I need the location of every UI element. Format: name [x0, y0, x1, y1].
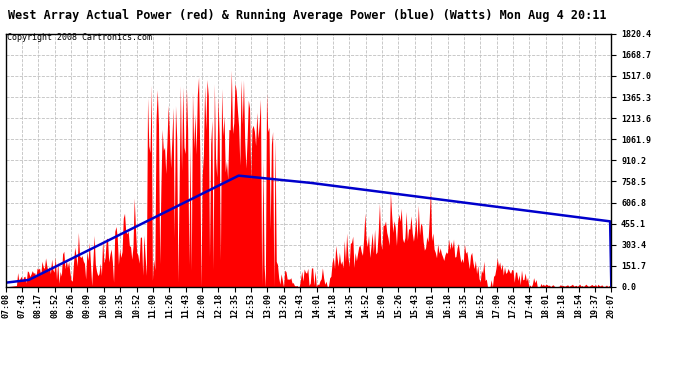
Text: Copyright 2008 Cartronics.com: Copyright 2008 Cartronics.com	[7, 33, 152, 42]
Text: West Array Actual Power (red) & Running Average Power (blue) (Watts) Mon Aug 4 2: West Array Actual Power (red) & Running …	[8, 9, 607, 22]
